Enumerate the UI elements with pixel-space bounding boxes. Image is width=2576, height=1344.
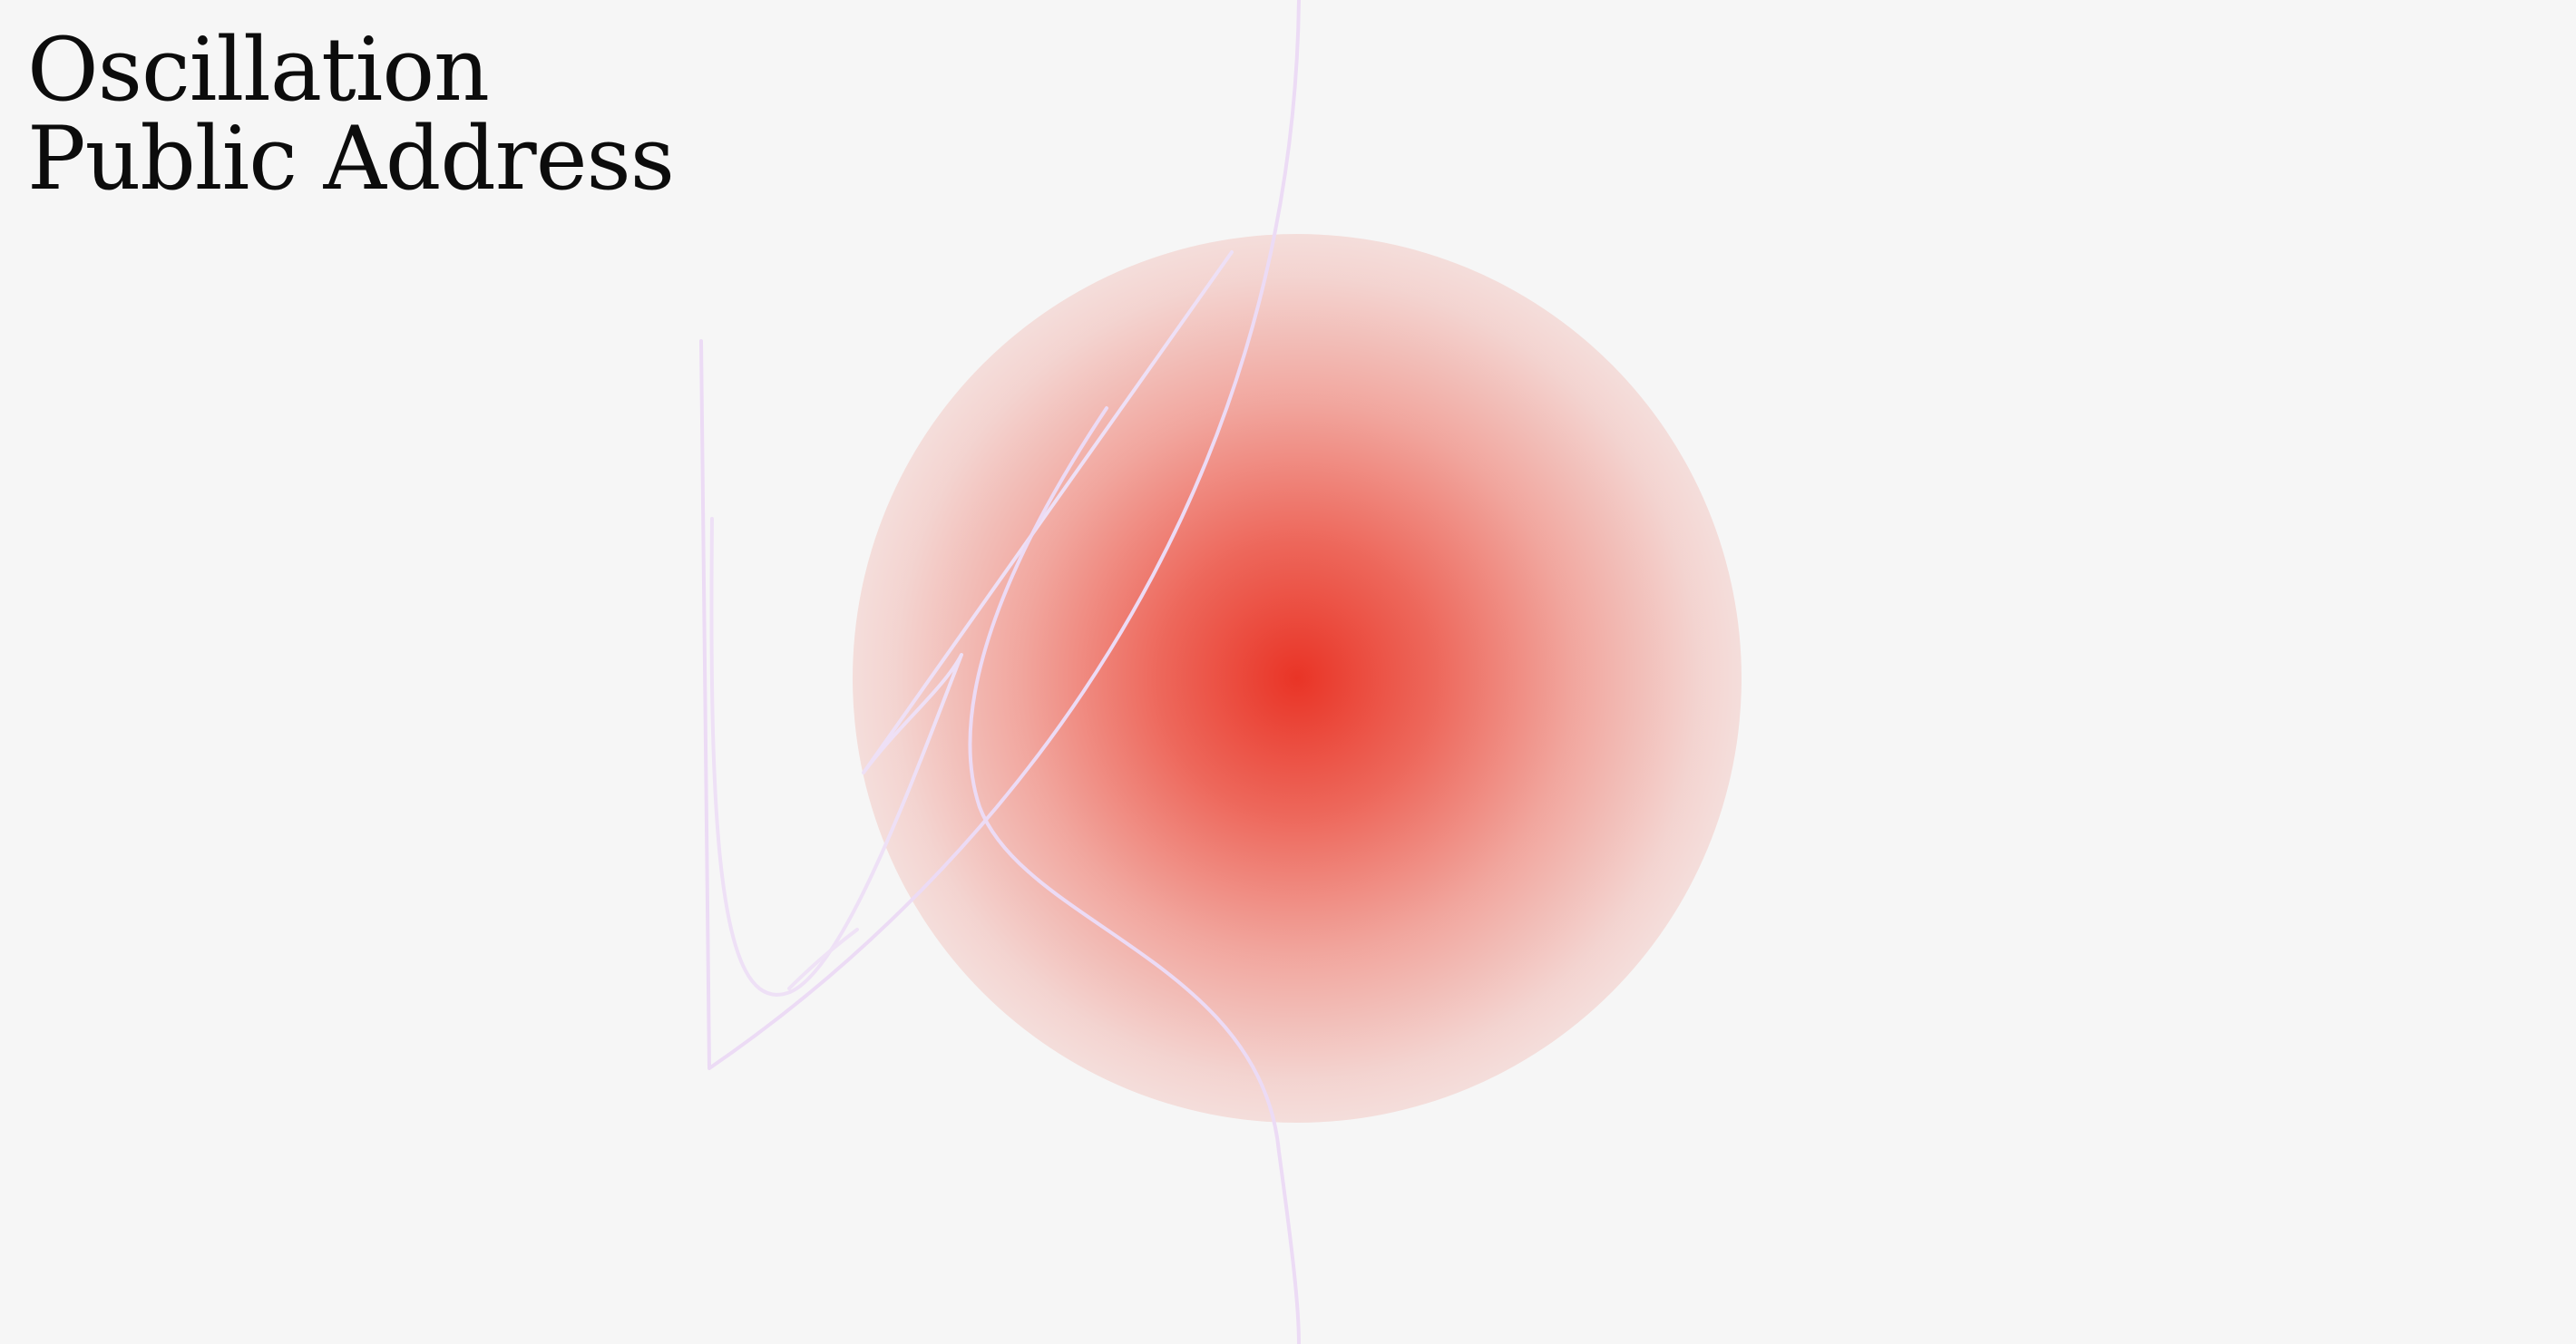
- waveform-stroke-main: [699, 0, 1301, 1070]
- site-title[interactable]: Oscillation Public Address: [27, 19, 675, 209]
- waveform-stroke-short: [787, 928, 859, 990]
- waveform-stroke-tail: [968, 406, 1301, 1344]
- waveform-stroke-secondary: [709, 250, 1234, 997]
- site-title-line-2: Public Address: [27, 108, 675, 209]
- audio-glow-orb: [853, 234, 1742, 1123]
- site-title-line-1: Oscillation: [27, 19, 490, 121]
